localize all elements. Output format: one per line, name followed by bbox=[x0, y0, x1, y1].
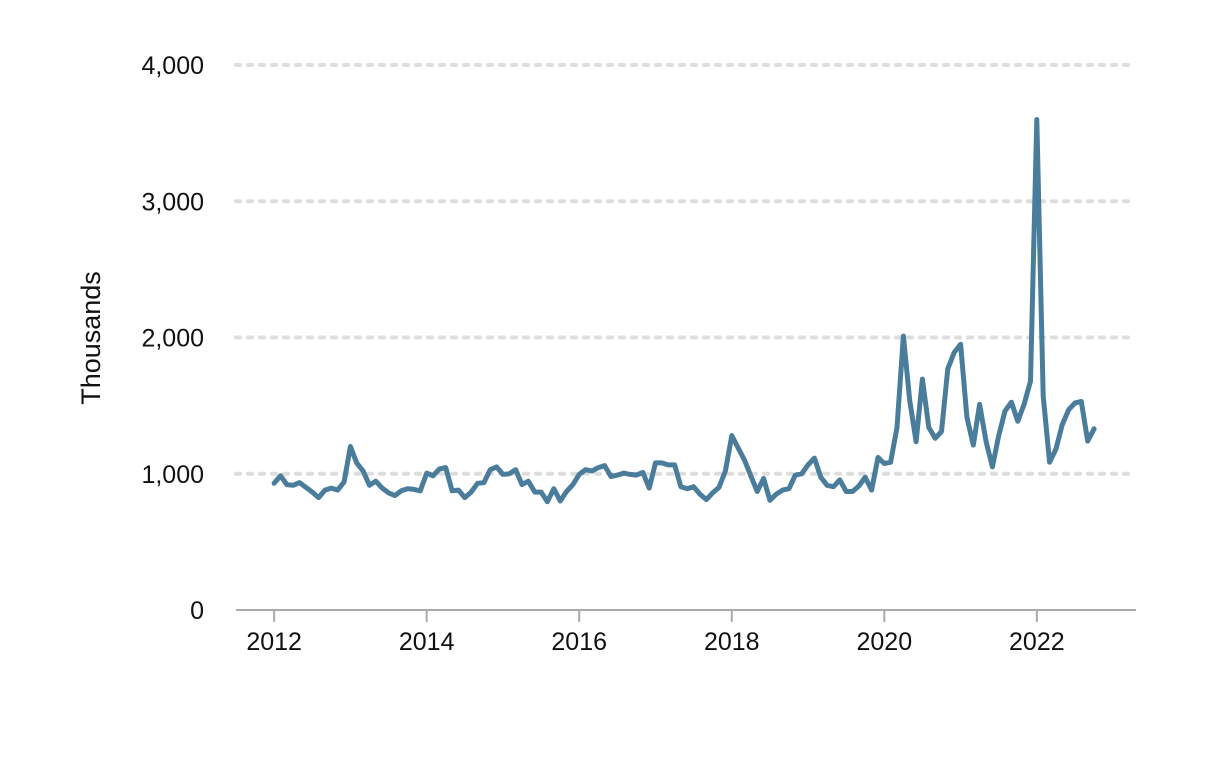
series-line-0 bbox=[271, 117, 1097, 505]
x-tick-label: 2016 bbox=[551, 628, 607, 656]
y-tick-label: 3,000 bbox=[141, 188, 204, 216]
x-tick-label: 2014 bbox=[399, 628, 455, 656]
y-tick-label: 2,000 bbox=[141, 325, 204, 353]
series bbox=[271, 117, 1097, 505]
x-tick-label: 2018 bbox=[704, 628, 760, 656]
x-tick-label: 2020 bbox=[856, 628, 912, 656]
y-tick-label: 0 bbox=[190, 597, 204, 625]
y-tick-label: 4,000 bbox=[141, 52, 204, 80]
y-tick-label: 1,000 bbox=[141, 461, 204, 489]
y-axis-title: Thousands bbox=[76, 271, 106, 405]
gridlines bbox=[234, 63, 1138, 476]
y-axis: 0 1,000 2,000 3,000 4,000 bbox=[141, 52, 204, 625]
x-tick-label: 2022 bbox=[1009, 628, 1065, 656]
x-tick-label: 2012 bbox=[246, 628, 302, 656]
x-axis: 2012 2014 2016 2018 2020 2022 bbox=[236, 609, 1136, 656]
